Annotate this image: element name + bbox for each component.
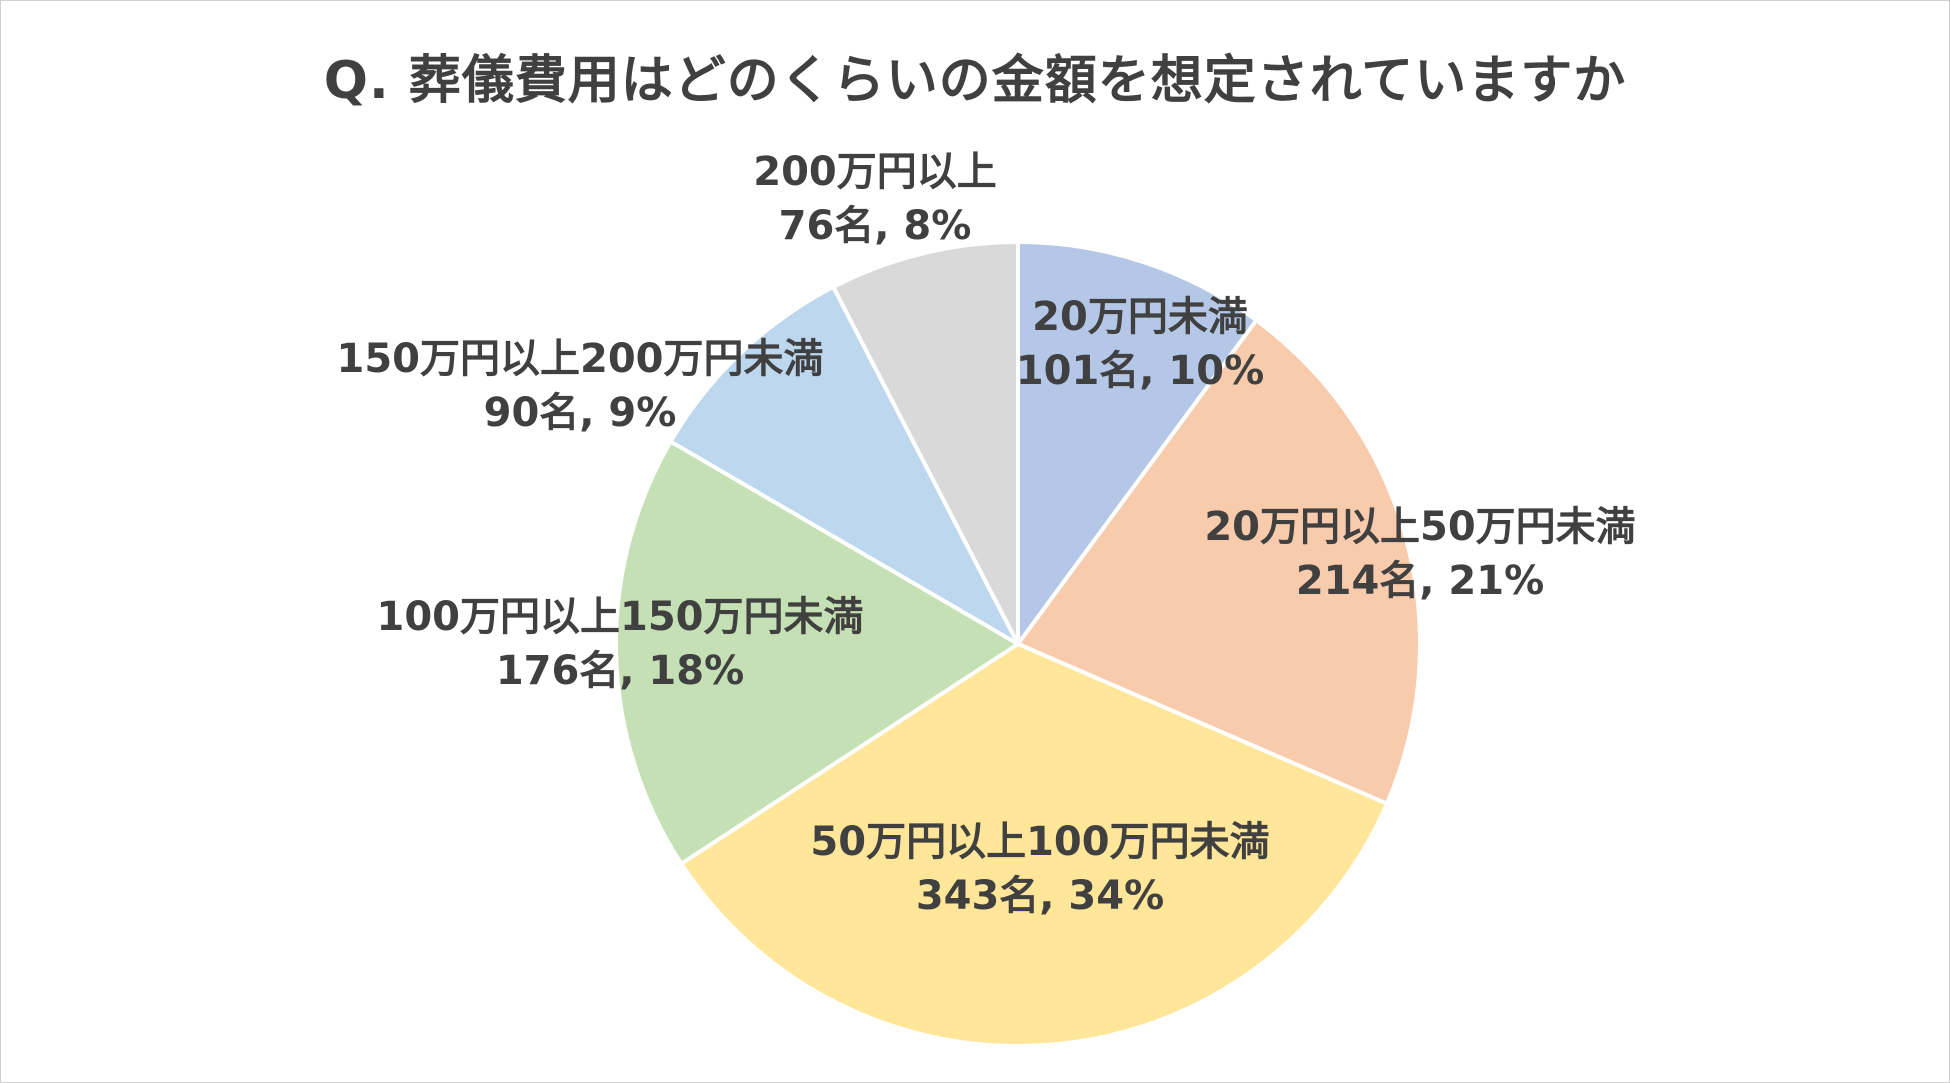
- chart-title: Q. 葬儀費用はどのくらいの金額を想定されていますか: [323, 51, 1627, 111]
- pie-slice: [679, 642, 1389, 1049]
- slice-label-category: 20万円未満: [1032, 294, 1248, 340]
- slice-label-category: 50万円以上100万円未満: [810, 819, 1269, 865]
- pie-slice: [1016, 318, 1423, 806]
- slice-label-value: 214名, 21%: [1296, 558, 1544, 604]
- pie-labels: 20万円未満 101名, 10% 20万円以上50万円未満 214名, 21% 50万円…: [337, 149, 1636, 919]
- slice-label-category: 20万円以上50万円未満: [1204, 504, 1635, 550]
- pie-slice: [1016, 240, 1259, 646]
- slice-label-value: 76名, 8%: [779, 203, 972, 249]
- pie-slices: [614, 240, 1423, 1049]
- slice-label-value: 176名, 18%: [496, 648, 744, 694]
- slice-label-category: 200万円以上: [753, 149, 997, 195]
- slice-label-category: 100万円以上150万円未満: [377, 594, 864, 640]
- pie-slice: [668, 284, 1020, 646]
- slice-label-value: 90名, 9%: [484, 390, 677, 436]
- slice-label-value: 101名, 10%: [1016, 348, 1264, 394]
- slice-label-value: 343名, 34%: [916, 873, 1164, 919]
- pie-slice: [614, 439, 1020, 866]
- pie-slice: [831, 240, 1020, 646]
- slice-label-category: 150万円以上200万円未満: [337, 336, 824, 382]
